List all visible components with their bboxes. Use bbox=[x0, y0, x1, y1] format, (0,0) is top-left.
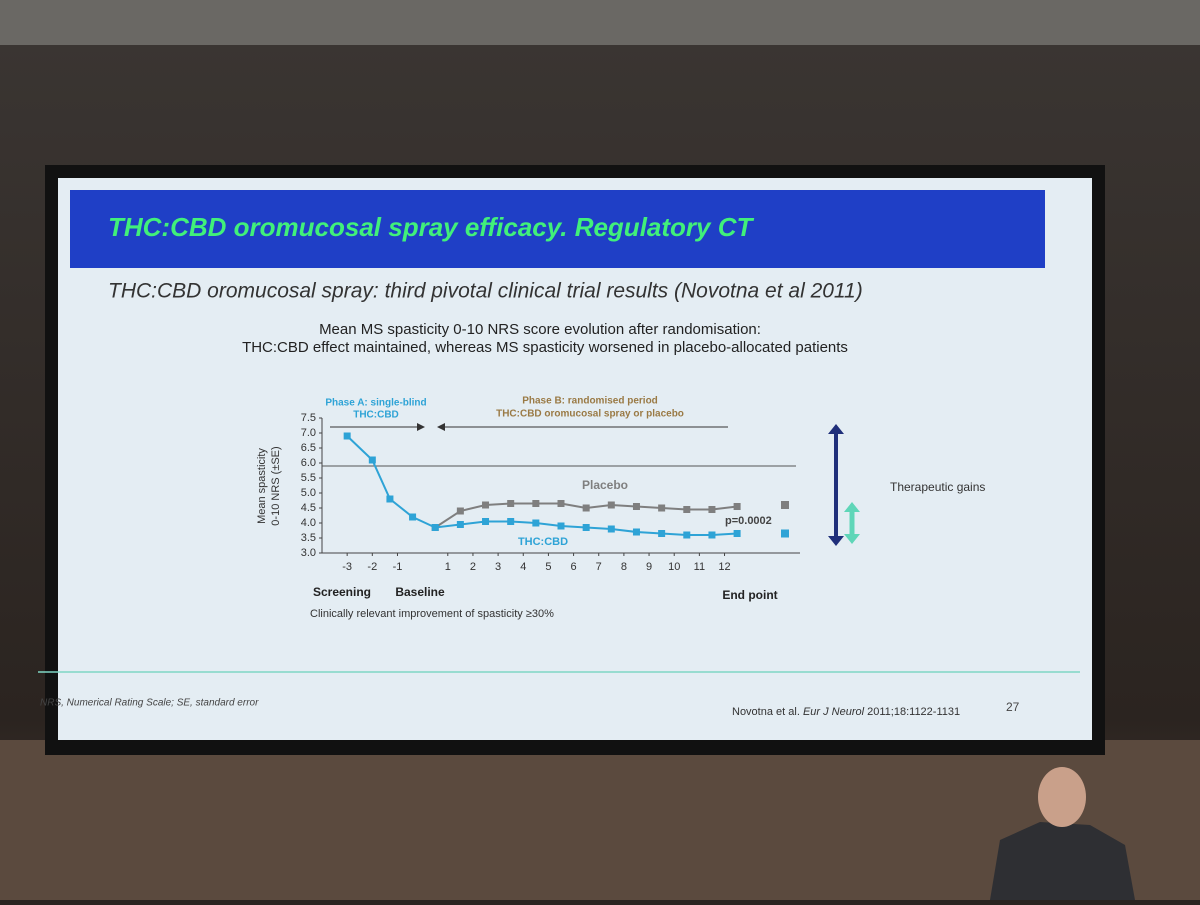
phase-b-label: THC:CBD oromucosal spray or placebo bbox=[496, 409, 684, 420]
gain-arrow-small-heads bbox=[844, 502, 860, 544]
series-marker bbox=[456, 521, 464, 528]
series-marker bbox=[409, 513, 417, 521]
series-marker bbox=[482, 501, 490, 509]
ceiling bbox=[0, 0, 1200, 45]
x-tick-label: 4 bbox=[520, 561, 526, 573]
slide-subtitle: THC:CBD oromucosal spray: third pivotal … bbox=[108, 280, 863, 303]
phase-a-label: Phase A: single-blind bbox=[325, 398, 426, 409]
slide-title: THC:CBD oromucosal spray efficacy. Regul… bbox=[108, 212, 754, 242]
series-marker bbox=[607, 525, 615, 533]
y-tick-label: 6.5 bbox=[301, 442, 316, 454]
y-axis-label: Mean spasticity bbox=[256, 448, 268, 524]
phase-a-label: THC:CBD bbox=[353, 410, 399, 421]
x-tick-label: 8 bbox=[621, 561, 627, 573]
gain-label: Therapeutic gains bbox=[890, 480, 985, 494]
chart: Mean spasticity 0-10 NRS (±SE) Phase A: … bbox=[256, 396, 985, 620]
caption: THC:CBD effect maintained, whereas MS sp… bbox=[242, 339, 848, 356]
x-tick-label: 1 bbox=[445, 561, 451, 573]
series-marker bbox=[607, 501, 615, 509]
series-marker bbox=[683, 506, 691, 513]
slide bbox=[58, 178, 1092, 740]
series-marker bbox=[343, 432, 351, 440]
series-marker bbox=[557, 500, 565, 507]
series-marker bbox=[456, 507, 464, 515]
caption: Mean MS spasticity 0-10 NRS score evolut… bbox=[319, 321, 761, 338]
series-marker bbox=[368, 456, 376, 464]
x-tick-label: 10 bbox=[668, 561, 680, 573]
y-tick-label: 3.0 bbox=[301, 547, 316, 559]
series-marker bbox=[507, 500, 515, 507]
series-marker bbox=[582, 504, 590, 512]
x-tick-label: 2 bbox=[470, 561, 476, 573]
series-marker bbox=[632, 503, 640, 510]
series-marker bbox=[632, 528, 640, 536]
series-marker bbox=[532, 500, 540, 507]
y-tick-label: 4.0 bbox=[301, 517, 316, 529]
x-tick-label: -3 bbox=[342, 561, 352, 573]
end-point-label: End point bbox=[722, 588, 777, 602]
y-tick-label: 7.5 bbox=[301, 412, 316, 424]
citation-authors: Novotna et al. bbox=[732, 706, 800, 718]
x-group-label: Screening bbox=[313, 585, 371, 599]
x-tick-label: -1 bbox=[393, 561, 403, 573]
series-marker bbox=[658, 504, 666, 512]
series-marker bbox=[733, 530, 741, 537]
x-tick-label: 6 bbox=[571, 561, 577, 573]
x-tick-label: 9 bbox=[646, 561, 652, 573]
x-tick-label: -2 bbox=[367, 561, 377, 573]
series-marker bbox=[507, 518, 515, 525]
phase-b-label: Phase B: randomised period bbox=[522, 396, 658, 407]
x-group-label: Baseline bbox=[395, 585, 445, 599]
series-marker bbox=[582, 524, 590, 531]
x-tick-label: 3 bbox=[495, 561, 501, 573]
series-marker bbox=[733, 503, 741, 510]
series-marker bbox=[708, 506, 716, 513]
series-label: Placebo bbox=[582, 478, 628, 492]
end-point-marker bbox=[781, 529, 789, 538]
x-tick-label: 5 bbox=[545, 561, 551, 573]
end-point-marker bbox=[781, 501, 789, 509]
x-tick-label: 11 bbox=[694, 561, 705, 573]
page-number: 27 bbox=[1006, 700, 1020, 714]
series-marker bbox=[386, 495, 394, 503]
citation-details: 2011;18:1122-1131 bbox=[867, 706, 960, 718]
series-marker bbox=[482, 518, 490, 525]
y-tick-label: 7.0 bbox=[301, 427, 316, 439]
y-tick-label: 6.0 bbox=[301, 457, 316, 469]
x-tick-label: 12 bbox=[718, 561, 730, 573]
speaker bbox=[990, 822, 1135, 900]
citation-journal: Eur J Neurol bbox=[803, 706, 865, 718]
speaker-head bbox=[1038, 767, 1086, 827]
y-tick-label: 5.0 bbox=[301, 487, 316, 499]
y-axis-label: 0-10 NRS (±SE) bbox=[270, 446, 282, 525]
header-band bbox=[70, 190, 1045, 268]
threshold-label: Clinically relevant improvement of spast… bbox=[310, 608, 554, 620]
series-marker bbox=[557, 522, 565, 530]
series-marker bbox=[683, 531, 691, 539]
y-tick-label: 5.5 bbox=[301, 472, 316, 484]
footnote: NRS, Numerical Rating Scale; SE, standar… bbox=[40, 698, 259, 709]
series-marker bbox=[708, 531, 716, 539]
x-tick-label: 7 bbox=[596, 561, 602, 573]
y-tick-label: 3.5 bbox=[301, 532, 316, 544]
y-tick-label: 4.5 bbox=[301, 502, 316, 514]
citation: Novotna et al. Eur J Neurol 2011;18:1122… bbox=[732, 706, 960, 718]
p-value: p=0.0002 bbox=[725, 515, 772, 527]
series-marker bbox=[431, 524, 439, 531]
series-marker bbox=[532, 519, 540, 527]
series-marker bbox=[658, 530, 666, 537]
series-label: THC:CBD bbox=[518, 536, 568, 548]
